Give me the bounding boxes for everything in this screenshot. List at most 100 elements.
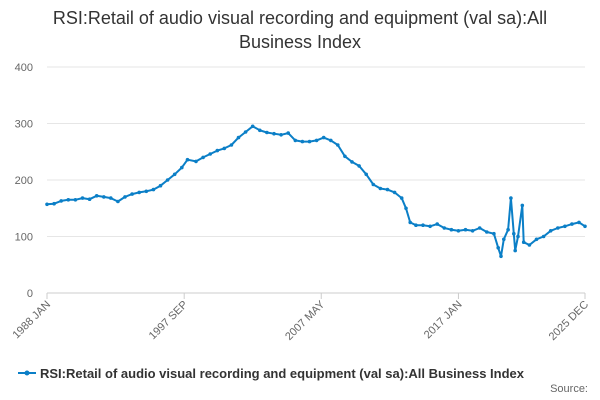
legend-label: RSI:Retail of audio visual recording and… [40, 366, 525, 381]
data-point[interactable] [404, 206, 408, 211]
data-point[interactable] [172, 172, 177, 177]
source-label[interactable]: Source: [550, 383, 588, 395]
data-point[interactable] [336, 143, 340, 147]
data-point[interactable] [563, 224, 567, 229]
data-point[interactable] [321, 135, 326, 140]
y-tick-label: 100 [15, 232, 33, 244]
data-point[interactable] [94, 194, 99, 198]
data-point[interactable] [502, 237, 506, 242]
data-point[interactable] [428, 224, 432, 229]
data-point[interactable] [456, 229, 461, 233]
data-point[interactable] [314, 138, 319, 143]
data-point[interactable] [87, 197, 92, 201]
data-point[interactable] [385, 187, 390, 192]
x-tick-label: 2017 JAN [422, 299, 465, 342]
data-point[interactable] [509, 196, 513, 200]
data-point[interactable] [130, 192, 134, 196]
data-point[interactable] [492, 231, 496, 236]
x-tick-label: 2007 MAY [283, 298, 328, 343]
data-point[interactable] [463, 227, 468, 232]
legend[interactable]: RSI:Retail of audio visual recording and… [18, 366, 525, 381]
data-point[interactable] [496, 246, 501, 250]
x-tick-label: 2025 DEC [547, 299, 591, 343]
data-point[interactable] [307, 139, 312, 144]
data-point[interactable] [350, 160, 354, 164]
data-point[interactable] [392, 190, 397, 195]
data-point[interactable] [343, 154, 347, 159]
data-point[interactable] [52, 201, 56, 206]
data-point[interactable] [435, 222, 440, 226]
data-point[interactable] [449, 227, 454, 232]
data-point[interactable] [364, 172, 369, 177]
data-point[interactable] [570, 222, 574, 226]
data-point[interactable] [279, 133, 283, 137]
data-point[interactable] [73, 198, 78, 202]
data-point[interactable] [59, 199, 63, 203]
data-point[interactable] [258, 128, 262, 133]
data-point[interactable] [300, 139, 305, 144]
data-point[interactable] [185, 157, 190, 162]
data-point[interactable] [194, 159, 198, 164]
data-point[interactable] [158, 183, 163, 188]
data-point[interactable] [408, 220, 413, 225]
x-tick-label: 1988 JAN [10, 299, 53, 342]
y-tick-label: 200 [15, 175, 33, 187]
data-point[interactable] [499, 254, 503, 259]
data-point[interactable] [66, 198, 71, 202]
data-point[interactable] [421, 223, 425, 227]
data-point[interactable] [577, 220, 581, 225]
data-point[interactable] [286, 131, 291, 135]
x-tick-label: 1997 SEP [147, 299, 191, 343]
data-point[interactable] [272, 131, 276, 136]
data-point[interactable] [123, 195, 127, 199]
data-point[interactable] [516, 234, 520, 239]
data-point[interactable] [541, 234, 546, 239]
data-point[interactable] [513, 248, 517, 253]
data-point[interactable] [144, 189, 149, 194]
data-point[interactable] [521, 240, 526, 244]
data-point[interactable] [329, 138, 333, 143]
data-point[interactable] [137, 190, 141, 195]
data-point[interactable] [102, 195, 106, 199]
data-point[interactable] [357, 164, 361, 168]
data-point[interactable] [265, 130, 269, 135]
y-tick-label: 0 [27, 288, 33, 300]
data-point[interactable] [534, 237, 539, 242]
data-point[interactable] [151, 187, 156, 192]
data-point[interactable] [80, 196, 85, 200]
data-point[interactable] [250, 124, 255, 129]
data-point[interactable] [236, 135, 241, 140]
data-point[interactable] [378, 186, 383, 191]
axis-layer: 0 100 200 300 400 1988 JAN 1997 SEP 2007 MAY 201… [10, 62, 591, 343]
data-point[interactable] [293, 138, 298, 143]
data-point[interactable] [512, 231, 516, 236]
data-point[interactable] [477, 226, 482, 230]
data-point[interactable] [485, 230, 489, 234]
data-point[interactable] [116, 199, 120, 204]
data-point[interactable] [442, 226, 447, 230]
data-point[interactable] [208, 152, 212, 156]
data-point[interactable] [414, 223, 418, 227]
data-point[interactable] [583, 224, 587, 229]
data-point[interactable] [470, 229, 475, 233]
data-point[interactable] [556, 226, 560, 230]
data-point[interactable] [45, 202, 49, 207]
data-point[interactable] [201, 155, 205, 160]
data-point[interactable] [215, 148, 220, 153]
data-point[interactable] [527, 243, 532, 247]
data-point[interactable] [399, 196, 404, 200]
data-point[interactable] [222, 146, 227, 151]
data-point[interactable] [506, 227, 510, 232]
data-point[interactable] [548, 229, 553, 233]
data-point[interactable] [371, 182, 376, 187]
data-point[interactable] [109, 196, 113, 200]
data-point[interactable] [520, 203, 525, 208]
y-tick-label: 400 [15, 62, 33, 74]
data-point[interactable] [165, 178, 170, 182]
data-point[interactable] [243, 130, 248, 134]
chart-title: RSI:Retail of audio visual recording and… [52, 8, 548, 52]
y-tick-label: 300 [15, 119, 33, 131]
data-point[interactable] [180, 165, 184, 170]
data-point[interactable] [229, 143, 234, 147]
